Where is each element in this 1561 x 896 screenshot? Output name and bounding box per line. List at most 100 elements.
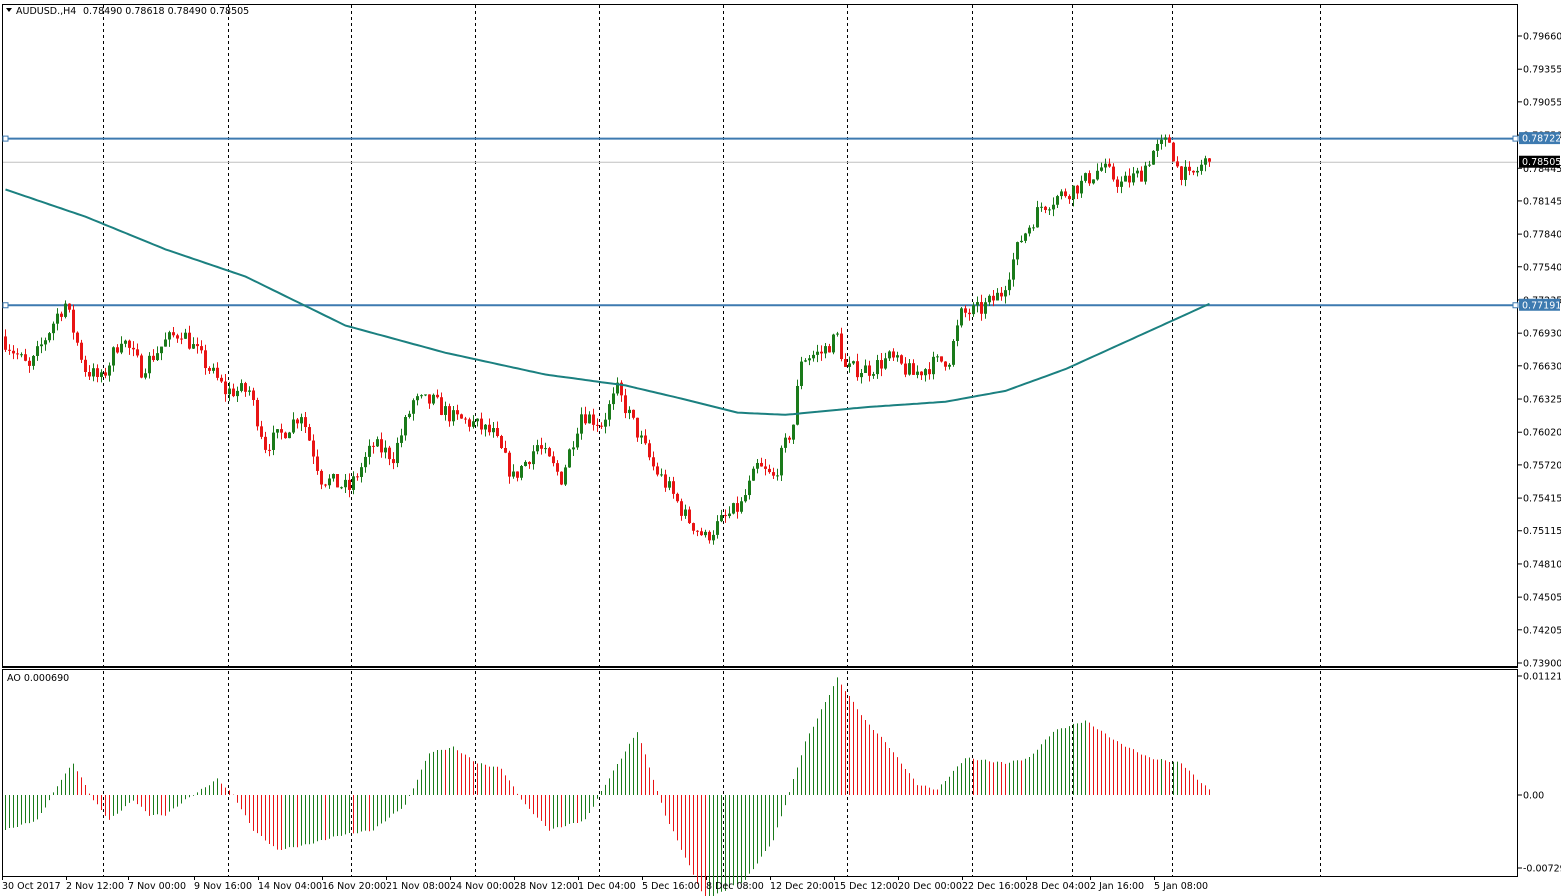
price-axis: 0.796600.793550.790550.787500.784450.781… <box>1518 32 1561 670</box>
horizontal-levels[interactable] <box>2 135 1519 309</box>
candle <box>236 386 239 402</box>
level-handle-upper-right[interactable] <box>1512 135 1519 142</box>
candle <box>964 305 967 318</box>
candle <box>816 344 819 363</box>
candle <box>828 343 831 353</box>
candle <box>856 353 859 381</box>
candle <box>204 344 207 375</box>
candle <box>1116 176 1119 193</box>
candle <box>484 423 487 437</box>
candle <box>1160 134 1163 150</box>
candle <box>84 355 87 377</box>
candle <box>140 353 143 379</box>
candle <box>844 353 847 368</box>
candle <box>1108 158 1111 168</box>
symbol-dropdown-icon[interactable] <box>6 8 12 12</box>
candle <box>352 471 355 495</box>
candle <box>200 340 203 354</box>
candle <box>416 393 419 406</box>
level-handle-lower-left[interactable] <box>2 302 9 309</box>
candle <box>840 327 843 362</box>
candle <box>1200 159 1203 175</box>
candle <box>100 369 103 383</box>
candle <box>944 361 947 371</box>
price-tick-19: 0.73900 <box>1523 659 1561 670</box>
level-handle-upper-left[interactable] <box>2 135 9 142</box>
time-label-6: 21 Nov 08:00 <box>386 881 450 892</box>
time-label-9: 1 Dec 04:00 <box>578 881 636 892</box>
candle <box>32 355 35 370</box>
time-label-3: 9 Nov 16:00 <box>194 881 252 892</box>
candle <box>1024 232 1027 244</box>
candle <box>288 431 291 439</box>
candle <box>128 339 131 355</box>
candle <box>508 450 511 484</box>
candle <box>124 339 127 348</box>
candle <box>924 368 927 382</box>
ohlc-values: 0.78490 0.78618 0.78490 0.78505 <box>83 6 249 17</box>
candle <box>684 504 687 519</box>
candle <box>468 417 471 432</box>
candle <box>732 502 735 515</box>
level-flag-lower <box>1519 298 1560 311</box>
price-tick-17: 0.74505 <box>1523 593 1561 604</box>
candle <box>668 476 671 491</box>
candle <box>824 343 827 359</box>
level-handle-lower-right[interactable] <box>1512 302 1519 309</box>
candle <box>4 329 7 353</box>
candle <box>1140 166 1143 182</box>
time-label-13: 15 Dec 12:00 <box>834 881 898 892</box>
time-label-15: 22 Dec 16:00 <box>962 881 1026 892</box>
candle <box>1180 166 1183 186</box>
candle <box>144 368 147 380</box>
candle <box>648 439 651 461</box>
candle <box>540 437 543 455</box>
candle <box>348 473 351 498</box>
candle <box>656 462 659 477</box>
candle <box>872 371 875 379</box>
ao-tick-0: 0.011213 <box>1523 672 1561 683</box>
price-tick-14: 0.75415 <box>1523 494 1561 505</box>
candle <box>312 434 315 464</box>
candle <box>1088 170 1091 186</box>
candle <box>864 359 867 374</box>
candle <box>180 332 183 345</box>
time-label-1: 2 Nov 12:00 <box>66 881 124 892</box>
candle <box>1100 162 1103 172</box>
candle <box>1028 225 1031 237</box>
candle <box>1152 150 1155 165</box>
candle <box>756 459 759 474</box>
price-tick-16: 0.74810 <box>1523 559 1561 570</box>
current-price-flag-label: 0.78505 <box>1522 157 1561 168</box>
candle <box>460 413 463 419</box>
candle <box>940 356 943 363</box>
candle <box>792 424 795 444</box>
candle <box>344 473 347 494</box>
candle <box>420 394 423 399</box>
ao-tick-1: 0.00 <box>1523 791 1544 802</box>
candle <box>868 360 871 382</box>
candle <box>436 389 439 399</box>
candle <box>188 325 191 350</box>
candle <box>992 289 995 307</box>
candle <box>156 346 159 361</box>
candle <box>852 360 855 365</box>
candle <box>952 339 955 367</box>
candle <box>480 412 483 435</box>
candle <box>444 401 447 421</box>
candle <box>184 328 187 340</box>
candle <box>1084 172 1087 183</box>
candle <box>572 441 575 457</box>
candle <box>52 321 55 341</box>
time-label-2: 7 Nov 00:00 <box>128 881 186 892</box>
symbol-label[interactable]: AUDUSD.,H4 <box>16 6 76 17</box>
candle <box>368 439 371 465</box>
candle <box>1012 252 1015 287</box>
candle <box>624 388 627 419</box>
candle <box>900 354 903 365</box>
candle <box>148 352 151 379</box>
candle <box>1184 160 1187 187</box>
candle <box>748 475 751 500</box>
